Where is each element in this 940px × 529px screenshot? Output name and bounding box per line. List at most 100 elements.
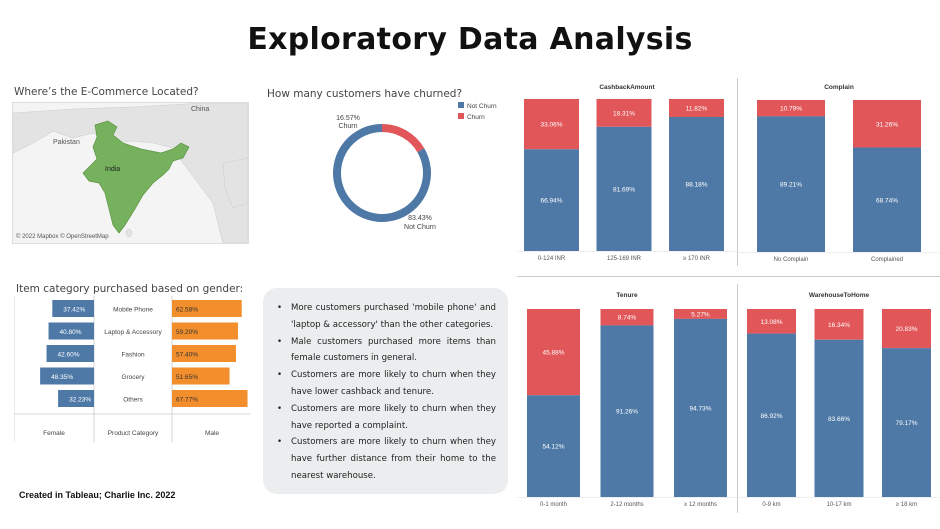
cashback-chart: CashbackAmount 33.06% 66.94% 0-124 INR 18.31… (517, 84, 737, 262)
bar-label-not-churn: 94.73% (689, 405, 711, 412)
east-land (222, 157, 248, 209)
x-tick-label: 0-1 month (540, 502, 567, 508)
bar-male[interactable] (172, 345, 236, 362)
x-tick-label: ≥ 170 INR (683, 256, 711, 262)
chart-title: Complain (824, 84, 854, 91)
bar-label-churn: 20.83% (895, 326, 917, 333)
header-female: Female (43, 430, 65, 437)
bar-segment-churn[interactable] (596, 99, 652, 127)
bar-label-churn: 31.26% (876, 121, 898, 128)
bar-segment-not-churn[interactable] (747, 333, 796, 497)
bar-female[interactable] (52, 300, 94, 317)
warehouse-chart: WarehouseToHome 13.08% 86.92% 0-9 km 16.34% 8… (739, 292, 939, 508)
bar-male[interactable] (172, 322, 238, 340)
legend-label: Not Churn (467, 103, 497, 110)
donut-label-notchurn-value: 83.43% (408, 215, 432, 222)
bar-segment-churn[interactable] (674, 309, 727, 319)
bar-label-not-churn: 54.12% (542, 444, 564, 451)
insight-item: Male customers purchased more items than… (277, 334, 496, 368)
chart-title: CashbackAmount (599, 84, 655, 91)
bar-segment-not-churn[interactable] (674, 318, 727, 497)
bar-segment-churn[interactable] (853, 100, 921, 148)
bar-label-not-churn: 68.74% (876, 197, 898, 204)
x-tick-label: No Complain (774, 257, 809, 263)
bar-segment-churn[interactable] (669, 99, 724, 117)
bar-label-not-churn: 91.26% (616, 409, 638, 416)
insight-item: Customers are more likely to churn when … (277, 367, 496, 401)
bar-male[interactable] (172, 367, 230, 385)
donut-slice-churn[interactable] (382, 124, 425, 153)
insight-item: Customers are more likely to churn when … (277, 434, 496, 484)
donut-label-churn-value: 16.57% (336, 115, 360, 122)
bar-male[interactable] (172, 390, 248, 407)
map-label-india: India (105, 166, 121, 173)
bar-label-churn: 16.34% (828, 322, 850, 329)
bar-segment-churn[interactable] (600, 309, 654, 326)
gender-chart-title: Item category purchased based on gender: (16, 283, 244, 295)
category-label: Mobile Phone (113, 307, 153, 314)
insight-item: More customers purchased 'mobile phone' … (277, 300, 496, 334)
bar-segment-churn[interactable] (527, 309, 580, 396)
bar-female[interactable] (40, 367, 94, 385)
bar-segment-not-churn[interactable] (882, 348, 931, 497)
x-tick-label: Complained (871, 257, 903, 263)
header-male: Male (205, 430, 219, 437)
legend-label: Churn (467, 114, 485, 121)
divider-vertical-top (737, 78, 738, 266)
bar-label-churn: 45.88% (542, 350, 564, 357)
x-tick-label: 125-169 INR (607, 256, 642, 262)
bar-label-male: 57.40% (176, 352, 198, 359)
bar-female[interactable] (58, 390, 94, 407)
bar-segment-not-churn[interactable] (669, 116, 724, 251)
bar-label-churn: 33.06% (540, 122, 562, 129)
footer-credit: Created in Tableau; Charlie Inc. 2022 (19, 490, 176, 500)
bar-label-male: 62.58% (176, 307, 198, 314)
location-map[interactable]: China Pakistan India © 2022 Mapbox © Ope… (12, 102, 249, 244)
india-region[interactable] (82, 120, 190, 234)
donut-label-churn-name: Churn (338, 123, 357, 130)
map-label-pakistan: Pakistan (53, 139, 80, 146)
bar-female[interactable] (46, 345, 94, 362)
bar-label-churn: 13.08% (760, 319, 782, 326)
bar-label-female: 37.42% (63, 307, 85, 314)
map-credit: © 2022 Mapbox © OpenStreetMap (16, 234, 109, 240)
bar-segment-not-churn[interactable] (814, 339, 864, 497)
bar-label-churn: 10.79% (780, 106, 802, 113)
bar-label-churn: 5.27% (691, 311, 710, 318)
sri-lanka (125, 228, 133, 238)
bar-label-not-churn: 89.21% (780, 182, 802, 189)
tenure-chart: Tenure 45.88% 54.12% 0-1 month 8.74% 91.26% 2-… (517, 292, 737, 508)
bar-segment-churn[interactable] (814, 309, 864, 340)
divider-horizontal (517, 276, 940, 277)
bar-male[interactable] (172, 300, 242, 317)
bar-label-not-churn: 79.17% (895, 420, 917, 427)
bar-segment-not-churn[interactable] (757, 116, 825, 252)
complain-chart: Complain 10.79% 89.21% No Complain 31.26% 68.… (739, 84, 939, 263)
bar-label-not-churn: 66.94% (540, 198, 562, 205)
insights-list: More customers purchased 'mobile phone' … (263, 288, 508, 485)
bar-segment-not-churn[interactable] (524, 149, 579, 251)
bar-segment-churn[interactable] (747, 309, 796, 334)
x-tick-label: ≥ 12 months (684, 502, 717, 508)
bar-segment-not-churn[interactable] (853, 147, 921, 252)
bar-label-female: 48.35% (51, 374, 73, 381)
bar-label-not-churn: 88.18% (685, 181, 707, 188)
insight-item: Customers are more likely to churn when … (277, 401, 496, 435)
legend-swatch (458, 113, 464, 119)
bar-segment-not-churn[interactable] (527, 395, 580, 497)
bar-segment-not-churn[interactable] (600, 325, 654, 497)
legend-swatch (458, 102, 464, 108)
x-tick-label: 10-17 km (826, 502, 851, 508)
bar-label-male: 67.77% (176, 397, 198, 404)
bar-segment-churn[interactable] (757, 100, 825, 117)
chart-title: WarehouseToHome (809, 292, 870, 299)
bar-segment-not-churn[interactable] (596, 126, 652, 251)
chart-title: Tenure (616, 292, 638, 299)
bar-segment-churn[interactable] (524, 99, 579, 150)
map-svg (13, 103, 248, 243)
map-title: Where’s the E-Commerce Located? (14, 86, 199, 98)
bar-label-churn: 18.31% (613, 110, 635, 117)
bar-female[interactable] (48, 322, 94, 340)
bar-segment-churn[interactable] (882, 309, 931, 349)
